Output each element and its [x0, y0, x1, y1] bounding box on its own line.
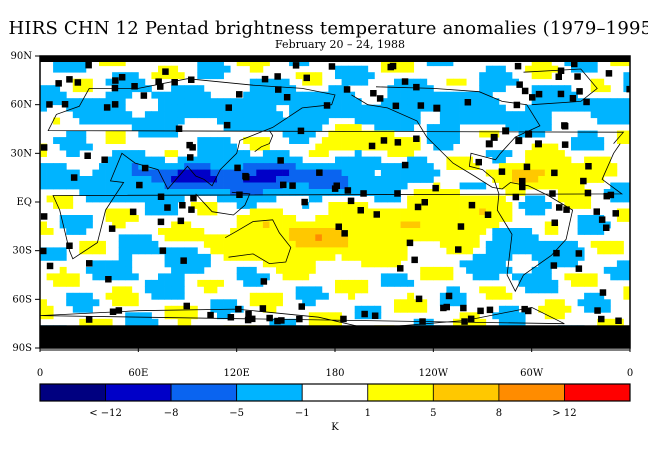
colorbar-swatch	[367, 383, 434, 402]
lon-tick-label: 120E	[223, 368, 249, 379]
lat-tick-label: EQ	[17, 197, 33, 208]
colorbar-label: −5	[229, 408, 244, 419]
colorbar-label: −8	[164, 408, 179, 419]
lon-tick-label: 120W	[419, 368, 449, 379]
map-subtitle: February 20 – 24, 1988	[275, 38, 405, 51]
colorbar-label: > 12	[552, 408, 576, 419]
missing-data-layer	[40, 56, 630, 348]
colorbar-swatch	[39, 383, 106, 402]
colorbar-swatch	[564, 383, 631, 402]
latitude-axis: 90N 60N 30N EQ 30S 60S 90S	[11, 51, 40, 354]
colorbar: < −12 −8 −5 −1 1 5 8 > 12	[39, 383, 631, 419]
lon-tick-label: 60W	[520, 368, 544, 379]
colorbar-label: 8	[496, 408, 502, 419]
lat-tick-label: 30N	[11, 148, 33, 159]
colorbar-swatch	[432, 383, 500, 402]
colorbar-unit-label: K	[331, 422, 339, 433]
lat-tick-label: 60S	[12, 294, 32, 305]
lat-tick-label: 60N	[11, 100, 33, 111]
map-layer	[40, 56, 630, 348]
colorbar-label: < −12	[89, 408, 122, 419]
lon-tick-label: 0	[627, 368, 633, 379]
map-title: HIRS CHN 12 Pentad brightness temperatur…	[8, 18, 648, 39]
lat-tick-label: 90N	[11, 51, 33, 62]
lat-tick-label: 90S	[12, 343, 32, 354]
longitude-axis: 0 60E 120E 180 120W 60W 0	[37, 348, 633, 379]
colorbar-label: 1	[365, 408, 371, 419]
colorbar-swatch	[105, 383, 172, 402]
colorbar-swatch	[498, 383, 565, 402]
colorbar-label: −1	[295, 408, 310, 419]
lon-tick-label: 60E	[128, 368, 148, 379]
colorbar-swatch	[301, 383, 369, 402]
lon-tick-label: 180	[325, 368, 344, 379]
lat-tick-label: 30S	[12, 246, 32, 257]
colorbar-swatch	[236, 383, 303, 402]
colorbar-label: 5	[430, 408, 436, 419]
lon-tick-label: 0	[37, 368, 43, 379]
colorbar-swatch	[170, 383, 238, 402]
